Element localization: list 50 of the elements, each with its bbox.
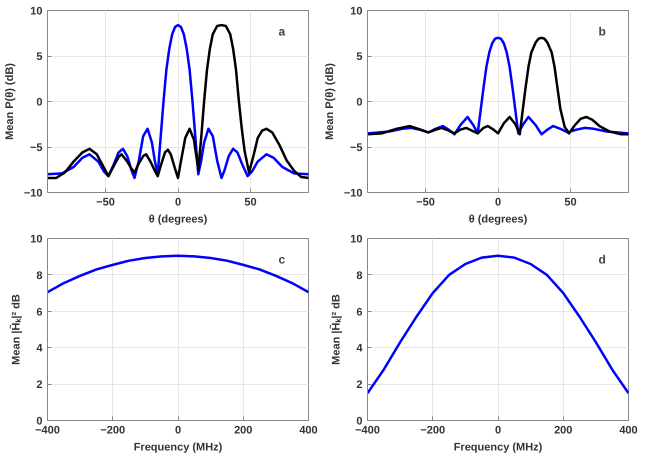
x-tick-label: 200 xyxy=(554,424,572,436)
x-tick-label: −400 xyxy=(35,424,60,436)
y-tick-label: −5 xyxy=(350,142,363,154)
y-axis-title: Mean P(θ) (dB) xyxy=(4,62,16,140)
x-tick-label: 400 xyxy=(299,424,318,436)
x-tick-label: 50 xyxy=(564,196,577,208)
annotation: d xyxy=(598,252,606,266)
x-tick-label: 0 xyxy=(494,424,502,436)
annotation: b xyxy=(598,24,606,38)
y-axis-title: Mean |H̃ₖ|² dB xyxy=(329,294,342,365)
x-tick-label: −50 xyxy=(96,196,115,208)
y-tick-label: 4 xyxy=(356,342,364,355)
x-tick-label: 0 xyxy=(174,424,182,436)
y-tick-label: 0 xyxy=(356,96,363,108)
y-tick-label: 2 xyxy=(356,379,363,392)
x-tick-label: −50 xyxy=(416,196,435,208)
y-tick-label: 5 xyxy=(356,51,363,63)
y-tick-label: −10 xyxy=(344,188,363,200)
y-tick-label: 0 xyxy=(36,416,43,428)
y-tick-label: 8 xyxy=(36,270,43,282)
y-tick-label: 6 xyxy=(36,306,43,318)
x-axis-title: Frequency (MHz) xyxy=(454,442,543,454)
y-tick-label: 8 xyxy=(356,270,363,282)
y-tick-label: 0 xyxy=(36,96,43,108)
y-tick-label: −10 xyxy=(24,188,43,200)
y-tick-label: 5 xyxy=(36,51,43,63)
x-tick-label: 400 xyxy=(619,424,638,436)
x-axis-title: Frequency (MHz) xyxy=(134,442,223,454)
annotation: c xyxy=(278,252,286,266)
x-tick-label: −200 xyxy=(420,424,446,436)
y-tick-label: 10 xyxy=(30,6,43,18)
y-axis-title: Mean |H̃ₖ|² dB xyxy=(9,294,22,365)
y-tick-label: −5 xyxy=(30,142,43,154)
annotation: a xyxy=(278,24,286,38)
x-tick-label: 50 xyxy=(244,196,257,208)
y-axis-title: Mean P(θ) (dB) xyxy=(324,62,336,140)
x-tick-label: −200 xyxy=(100,424,126,436)
x-tick-label: 0 xyxy=(494,196,502,208)
x-tick-label: 0 xyxy=(174,196,182,208)
y-tick-label: 2 xyxy=(36,379,43,392)
x-tick-label: −400 xyxy=(355,424,380,436)
y-tick-label: 6 xyxy=(356,306,363,318)
x-tick-label: 200 xyxy=(234,424,252,436)
y-tick-label: 10 xyxy=(350,234,363,246)
y-tick-label: 4 xyxy=(36,342,44,355)
y-tick-label: 10 xyxy=(30,234,43,246)
x-axis-title: θ (degrees) xyxy=(148,214,208,226)
y-tick-label: 10 xyxy=(350,6,363,18)
x-axis-title: θ (degrees) xyxy=(468,214,528,226)
y-tick-label: 0 xyxy=(356,416,363,428)
